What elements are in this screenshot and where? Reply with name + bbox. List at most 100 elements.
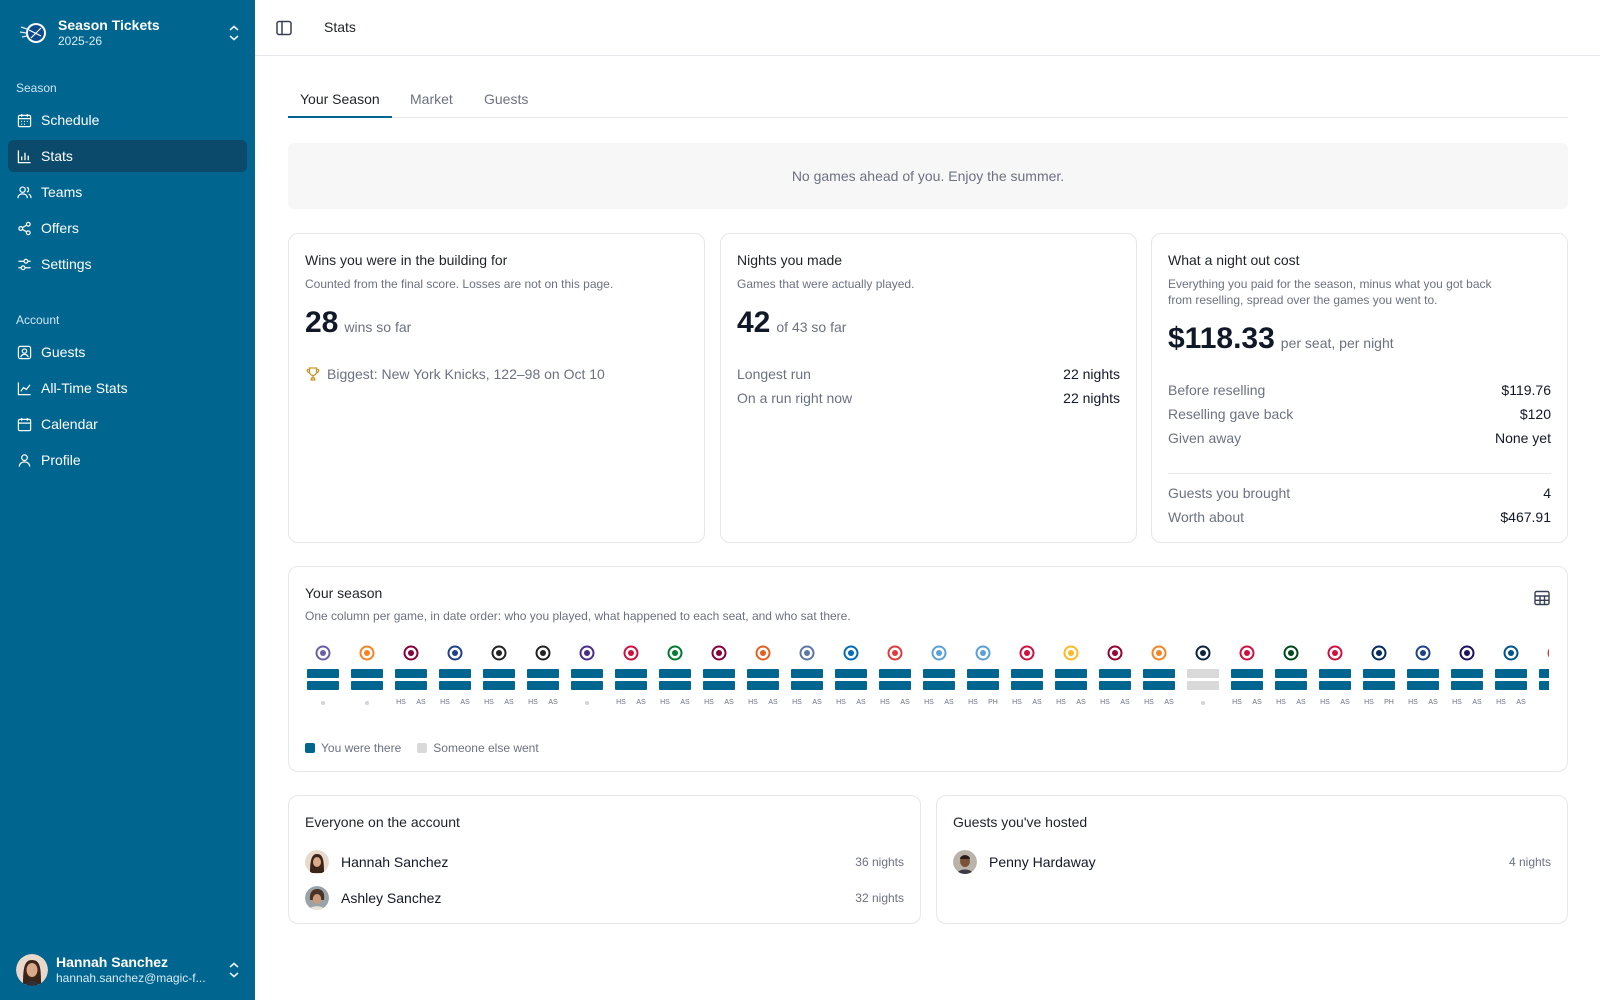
game-column[interactable]: HS AS [1317, 645, 1353, 725]
game-column[interactable]: HS AS [437, 645, 473, 725]
game-column[interactable]: HS AS [789, 645, 825, 725]
seat-holder-label: AS [1076, 699, 1086, 706]
seat-bar [1363, 681, 1395, 690]
worth-row: Worth about $467.91 [1168, 509, 1551, 529]
team-logo-icon [887, 645, 903, 661]
seat-bar [1011, 669, 1043, 678]
seat-bar [923, 681, 955, 690]
game-column[interactable]: HS AS [1449, 645, 1485, 725]
seat-holder-label: AS [504, 699, 514, 706]
seat-bar [1407, 669, 1439, 678]
game-column[interactable]: HS AS [481, 645, 517, 725]
seat-bar [1451, 669, 1483, 678]
wins-value: 28 [305, 306, 339, 339]
team-logo-icon [931, 645, 947, 661]
biggest-win-text: Biggest: New York Knicks, 122–98 on Oct … [327, 366, 605, 382]
card-title: Everyone on the account [305, 814, 460, 830]
game-column[interactable]: HS AS [525, 645, 561, 725]
game-column[interactable]: HS AS [1053, 645, 1089, 725]
game-column[interactable]: HS AS [1493, 645, 1529, 725]
game-column[interactable]: HS AS [1273, 645, 1309, 725]
seat-bar [527, 681, 559, 690]
seat-bar [1275, 669, 1307, 678]
seat-holder-label: HS [396, 699, 406, 706]
seat-holder-label: AS [944, 699, 954, 706]
sidebar-item-stats[interactable]: Stats [8, 140, 247, 172]
calendar-grid-icon [17, 113, 32, 127]
sidebar-item-calendar[interactable]: Calendar [8, 408, 247, 440]
game-column[interactable]: HS AS [701, 645, 737, 725]
seat-bar [351, 669, 383, 678]
seat-bar [351, 681, 383, 690]
team-logo-icon [1019, 645, 1035, 661]
sidebar-item-all-time-stats[interactable]: All-Time Stats [8, 372, 247, 404]
seat-bar [703, 669, 735, 678]
seat-bar [1187, 681, 1219, 690]
seat-bar [835, 681, 867, 690]
nav-section-account: Account [16, 313, 60, 327]
game-column[interactable] [1185, 645, 1221, 725]
seat-bar [1363, 669, 1395, 678]
game-column[interactable]: HS PH [965, 645, 1001, 725]
guest-row[interactable]: Penny Hardaway 4 nights [953, 849, 1551, 875]
seat-holder-label: HS [1452, 699, 1462, 706]
game-column[interactable]: HS AS [1405, 645, 1441, 725]
seat-bar [571, 669, 603, 678]
person-nights: 32 nights [855, 891, 904, 905]
sidebar-item-profile[interactable]: Profile [8, 444, 247, 476]
game-column[interactable]: HS AS [1009, 645, 1045, 725]
row-label: Given away [1168, 430, 1242, 446]
game-column[interactable]: HS AS [657, 645, 693, 725]
seat-holder-label: AS [724, 699, 734, 706]
game-column[interactable]: HS AS [745, 645, 781, 725]
sidebar-item-label: Stats [41, 148, 73, 164]
team-switcher[interactable]: Season Tickets 2025-26 [16, 14, 241, 52]
row-label: Reselling gave back [1168, 406, 1294, 422]
guest-name: Penny Hardaway [989, 854, 1096, 870]
game-column[interactable]: HS AS [613, 645, 649, 725]
game-column[interactable]: HS AS [1141, 645, 1177, 725]
sidebar-item-offers[interactable]: Offers [8, 212, 247, 244]
seat-holder-label: HS [1496, 699, 1506, 706]
game-column[interactable]: HS PH [1361, 645, 1397, 725]
seat-holder-label: HS [792, 699, 802, 706]
sidebar-toggle-icon[interactable] [275, 19, 293, 37]
game-column[interactable]: HS AS [1229, 645, 1265, 725]
tab-guests[interactable]: Guests [484, 91, 529, 107]
seat-bar [1495, 681, 1527, 690]
game-column[interactable] [305, 645, 341, 725]
person-row[interactable]: Hannah Sanchez 36 nights [305, 849, 904, 875]
seat-holder-label: AS [1252, 699, 1262, 706]
game-column[interactable]: HS AS [1097, 645, 1133, 725]
game-column[interactable]: HS AS [833, 645, 869, 725]
tab-market[interactable]: Market [410, 91, 453, 107]
game-column[interactable] [569, 645, 605, 725]
sidebar-item-guests[interactable]: Guests [8, 336, 247, 368]
tab-your-season[interactable]: Your Season [288, 80, 392, 118]
user-menu[interactable]: Hannah Sanchez hannah.sanchez@magic-f... [16, 952, 241, 988]
seat-holder-label: HS [1144, 699, 1154, 706]
seat-bar [483, 681, 515, 690]
seat-holder-label: PH [1384, 699, 1394, 706]
sidebar-item-schedule[interactable]: Schedule [8, 104, 247, 136]
app-title: Season Tickets [58, 17, 160, 33]
seat-bar [835, 669, 867, 678]
game-column[interactable]: HS [1537, 645, 1549, 725]
sidebar-item-settings[interactable]: Settings [8, 248, 247, 280]
game-column[interactable]: HS AS [921, 645, 957, 725]
card-subtitle-line: Everything you paid for the season, minu… [1168, 277, 1492, 291]
team-logo-icon [579, 645, 595, 661]
cost-value: $118.33 [1168, 322, 1275, 355]
sidebar-item-teams[interactable]: Teams [8, 176, 247, 208]
game-column[interactable]: HS AS [877, 645, 913, 725]
person-row[interactable]: Ashley Sanchez 32 nights [305, 885, 904, 911]
seat-holder-label: HS [528, 699, 538, 706]
seat-holder-label: AS [768, 699, 778, 706]
game-column[interactable] [349, 645, 385, 725]
seat-bar [791, 681, 823, 690]
game-column[interactable]: HS AS [393, 645, 429, 725]
seat-holder-label: AS [1164, 699, 1174, 706]
team-logo-icon [447, 645, 463, 661]
seat-holder-label: AS [856, 699, 866, 706]
table-view-icon[interactable] [1533, 589, 1551, 607]
